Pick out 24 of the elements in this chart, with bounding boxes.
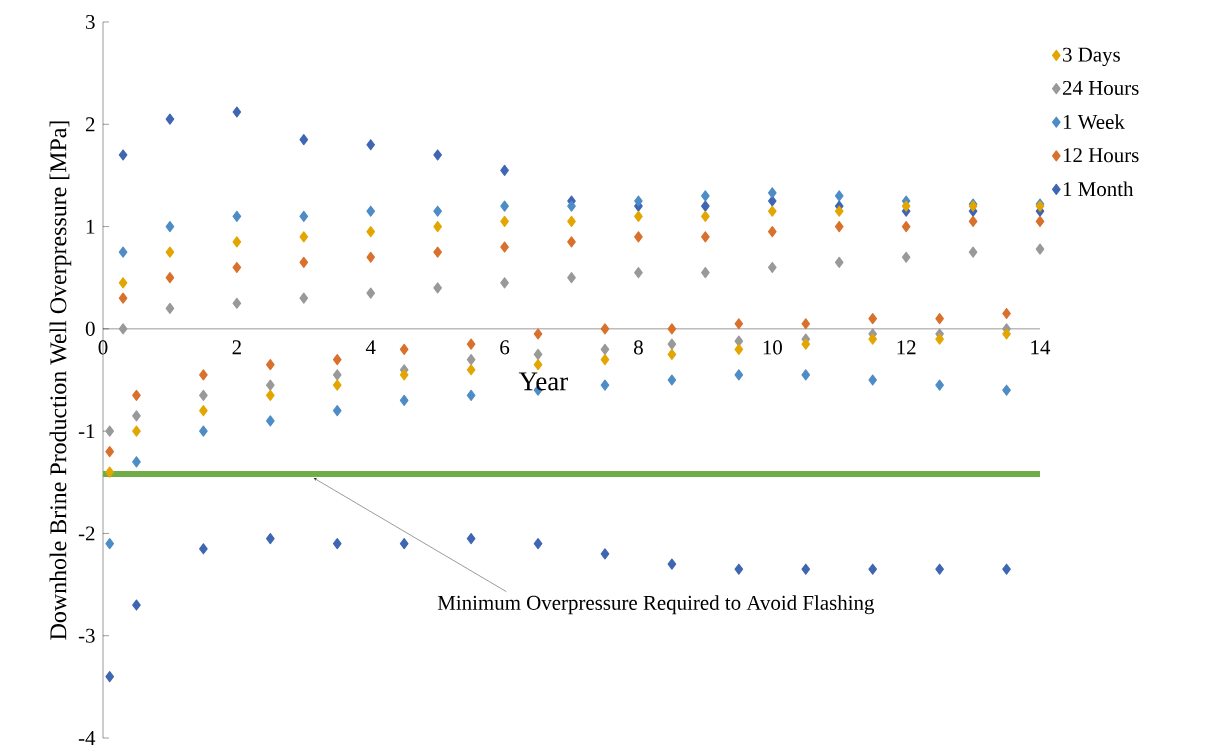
x-tick-label: 0	[98, 340, 108, 355]
legend-label: 1 Month	[1063, 181, 1134, 197]
x-tick-label: 10	[763, 340, 782, 355]
x-axis-title: Year	[518, 372, 568, 391]
y-tick-label: -3	[78, 628, 95, 643]
x-tick-label: 6	[500, 340, 510, 355]
y-tick-label: 0	[85, 321, 95, 336]
legend-label: 12 Hours	[1063, 148, 1139, 163]
x-tick-label: 14	[1031, 340, 1051, 355]
y-tick-label: 3	[86, 14, 95, 30]
x-tick-label: 4	[365, 340, 376, 355]
legend-label: 1 Week	[1063, 114, 1125, 130]
y-tick-label: -4	[78, 731, 96, 745]
legend-label: 24 Hours	[1062, 80, 1139, 95]
y-tick-label: 1	[86, 219, 95, 234]
y-tick-label: -1	[78, 424, 95, 439]
x-tick-label: 8	[634, 340, 643, 355]
x-tick-label: 2	[232, 340, 241, 355]
legend-label: 3 Days	[1063, 47, 1120, 67]
ref-line-label: Minimum Overpressure Required to Avoid Flashing	[437, 595, 875, 615]
x-tick-label: 12	[897, 340, 916, 355]
y-tick-label: 2	[85, 117, 95, 132]
y-tick-label: -2	[78, 526, 95, 541]
y-axis-title: Downhole Brine Production Well Overpressure [MPa]	[49, 121, 72, 640]
